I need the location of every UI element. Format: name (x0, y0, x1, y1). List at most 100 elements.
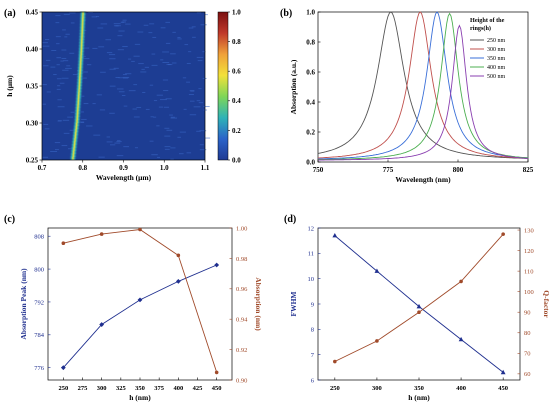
heatmap-ridge (74, 103, 83, 108)
heatmap-noise (69, 52, 75, 54)
panel-label: (c) (4, 214, 15, 225)
heatmap-noise (165, 21, 170, 23)
heatmap-noise (170, 117, 178, 119)
heatmap-ridge (75, 73, 84, 77)
heatmap-noise (200, 24, 207, 26)
heatmap-noise (177, 136, 181, 138)
heatmap-noise (61, 49, 67, 51)
heatmap-noise (105, 39, 112, 41)
heatmap-noise (172, 31, 176, 33)
data-point (138, 227, 142, 232)
heatmap-noise (66, 65, 71, 67)
heatmap-noise (164, 135, 171, 137)
heatmap-noise (88, 12, 94, 14)
heatmap-noise (203, 106, 210, 108)
heatmap-noise (44, 128, 50, 130)
heatmap-noise (87, 64, 92, 66)
heatmap-ridge (74, 91, 83, 96)
heatmap-noise (91, 16, 97, 18)
heatmap-noise (116, 88, 124, 90)
heatmap-noise (170, 53, 176, 55)
heatmap-noise (106, 141, 113, 143)
heatmap-noise (56, 64, 60, 66)
heatmap-noise (153, 116, 157, 118)
y-right-tick-label: 70 (524, 351, 531, 358)
y-right-tick-label: 130 (524, 227, 534, 234)
heatmap-ridge (77, 42, 86, 46)
heatmap-ridge (77, 39, 86, 43)
x-tick-label: 275 (78, 385, 89, 392)
heatmap-ridge (69, 147, 78, 151)
data-point (99, 232, 104, 236)
heatmap-ridge (72, 128, 81, 133)
heatmap-noise (177, 36, 181, 38)
x-tick-label: 750 (313, 166, 324, 174)
heatmap-noise (60, 60, 64, 62)
heatmap-ridge (73, 110, 82, 114)
heatmap-noise (196, 56, 204, 58)
heatmap-noise (163, 106, 170, 108)
heatmap-noise (67, 116, 73, 118)
heatmap-noise (57, 99, 62, 101)
heatmap-noise (169, 114, 173, 116)
heatmap-noise (100, 23, 108, 25)
heatmap-noise (122, 74, 127, 76)
heatmap-noise (196, 130, 201, 132)
x-tick-label: 350 (414, 385, 424, 392)
y-left-tick-label: 808 (34, 234, 44, 241)
heatmap-noise (70, 22, 75, 24)
y-right-tick-label: 110 (524, 269, 534, 276)
heatmap-noise (178, 153, 184, 155)
heatmap-noise (160, 99, 167, 101)
heatmap-noise (81, 118, 87, 120)
heatmap-noise (199, 144, 204, 146)
data-point (60, 365, 66, 371)
heatmap-noise (50, 66, 56, 68)
x-tick-label: 800 (453, 166, 464, 174)
heatmap-noise (69, 12, 76, 14)
heatmap-noise (100, 71, 106, 73)
heatmap-noise (115, 77, 120, 79)
heatmap-noise (137, 31, 144, 33)
heatmap-noise (199, 130, 207, 132)
heatmap-noise (118, 77, 123, 79)
heatmap-ridge (78, 32, 87, 37)
x-tick-label: 300 (372, 385, 382, 392)
heatmap-ridge (74, 100, 83, 105)
data-point (333, 359, 337, 364)
colorbar-tick-label: 0.4 (232, 97, 241, 105)
heatmap-noise (132, 108, 138, 110)
heatmap-noise (116, 155, 124, 157)
colorbar-tick-label: 1.0 (232, 8, 241, 16)
heatmap-noise (51, 50, 57, 52)
heatmap-ridge (77, 45, 86, 49)
heatmap-ridge (78, 20, 87, 25)
heatmap-noise (120, 21, 125, 23)
x-tick-label: 350 (135, 385, 145, 392)
heatmap-noise (149, 140, 154, 142)
heatmap-noise (164, 148, 170, 150)
heatmap-noise (43, 65, 49, 67)
heatmap-noise (96, 94, 102, 96)
heatmap-noise (54, 142, 61, 144)
heatmap-noise (122, 46, 128, 48)
heatmap-noise (98, 46, 105, 48)
heatmap-ridge (73, 106, 82, 111)
heatmap-noise (99, 109, 106, 111)
y-left-tick-label: 8 (311, 327, 314, 334)
heatmap-noise (109, 58, 116, 60)
heatmap-noise (50, 150, 58, 152)
series-line (334, 233, 504, 362)
heatmap-noise (63, 60, 69, 62)
heatmap-ridge (78, 14, 87, 19)
y-left-tick-label: 792 (34, 299, 44, 306)
heatmap-noise (55, 22, 60, 24)
y-tick-label: 0.6 (306, 68, 315, 76)
heatmap-noise (65, 33, 70, 35)
heatmap-noise (191, 26, 196, 28)
heatmap-noise (61, 77, 69, 79)
data-point (501, 232, 505, 236)
y-tick-label: 0.45 (26, 8, 39, 16)
heatmap-noise (182, 77, 187, 79)
